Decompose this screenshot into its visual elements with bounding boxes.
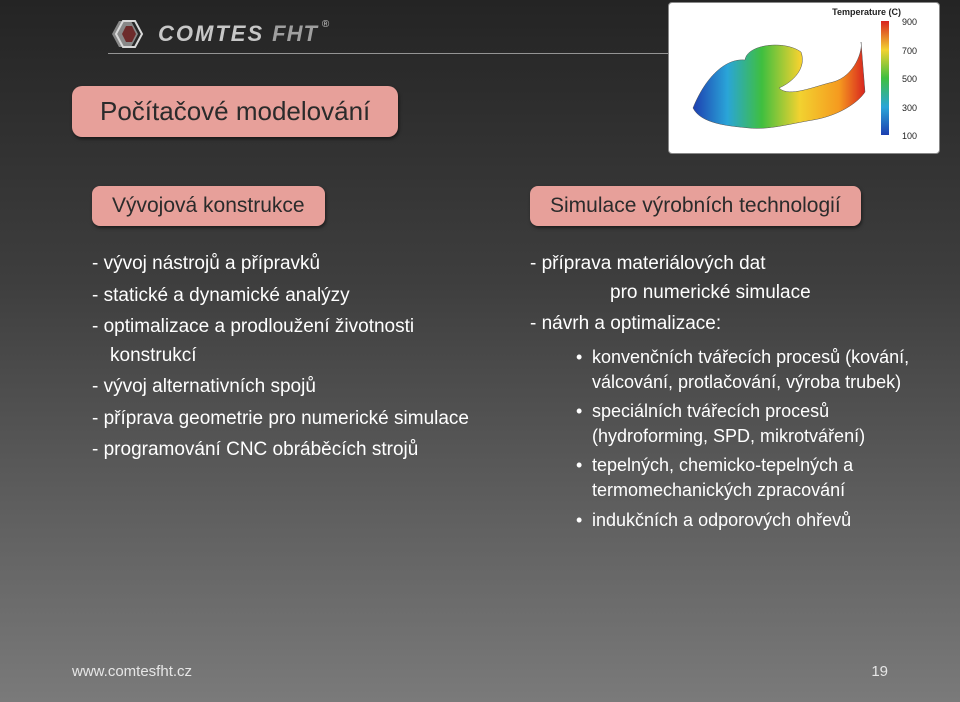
list-item: indukčních a odporových ohřevů — [576, 508, 930, 533]
logo-registered-icon: ® — [322, 19, 329, 30]
legend-seg-3 — [881, 107, 889, 136]
thermal-part-icon — [685, 38, 869, 138]
legend-tick: 100 — [893, 132, 917, 161]
thermal-figure: Temperature (C) 900 700 500 300 100 — [668, 2, 940, 154]
list-item: programování CNC obráběcích strojů — [92, 436, 492, 465]
list-item: návrh a optimalizace: — [530, 310, 930, 339]
section-heading-right: Simulace výrobních technologií — [530, 186, 861, 226]
logo-text: COMTES FHT ® — [158, 21, 327, 47]
right-bullets: konvenčních tvářecích procesů (kování, v… — [530, 345, 930, 533]
legend-seg-1 — [881, 50, 889, 79]
right-list-3: návrh a optimalizace: — [530, 310, 930, 339]
left-column: vývoj nástrojů a přípravků statické a dy… — [92, 250, 492, 468]
legend-tick: 300 — [893, 104, 917, 133]
list-item: tepelných, chemicko-tepelných a termomec… — [576, 453, 930, 503]
slide: COMTES FHT ® Temperature (C) 900 700 500… — [0, 0, 960, 702]
slide-title: Počítačové modelování — [72, 86, 398, 137]
logo-word-2: FHT — [272, 21, 318, 47]
logo: COMTES FHT ® — [108, 18, 327, 50]
logo-mark-icon — [108, 18, 150, 50]
legend-seg-0 — [881, 21, 889, 50]
list-item: vývoj alternativních spojů — [92, 373, 492, 402]
footer-url: www.comtesfht.cz — [72, 663, 192, 680]
list-item: optimalizace a prodloužení životnosti ko… — [92, 313, 492, 370]
left-list: vývoj nástrojů a přípravků statické a dy… — [92, 250, 492, 465]
list-item: speciálních tvářecích procesů (hydroform… — [576, 399, 930, 449]
section-heading-left: Vývojová konstrukce — [92, 186, 325, 226]
legend-colorbar — [881, 21, 889, 135]
legend-ticks: 900 700 500 300 100 — [893, 18, 917, 140]
list-item: vývoj nástrojů a přípravků — [92, 250, 492, 279]
right-list: příprava materiálových dat — [530, 250, 930, 279]
legend-tick: 700 — [893, 47, 917, 76]
list-item: konvenčních tvářecích procesů (kování, v… — [576, 345, 930, 395]
footer-page-number: 19 — [871, 663, 888, 680]
list-item: statické a dynamické analýzy — [92, 282, 492, 311]
list-item: příprava geometrie pro numerické simulac… — [92, 405, 492, 434]
list-item-sub: pro numerické simulace — [530, 279, 930, 308]
right-column: příprava materiálových dat pro numerické… — [530, 250, 930, 537]
legend-seg-2 — [881, 78, 889, 107]
legend-tick: 500 — [893, 75, 917, 104]
list-item: příprava materiálových dat — [530, 250, 930, 279]
legend-tick: 900 — [893, 18, 917, 47]
legend-title: Temperature (C) — [832, 7, 901, 17]
logo-word-1: COMTES — [158, 21, 264, 47]
